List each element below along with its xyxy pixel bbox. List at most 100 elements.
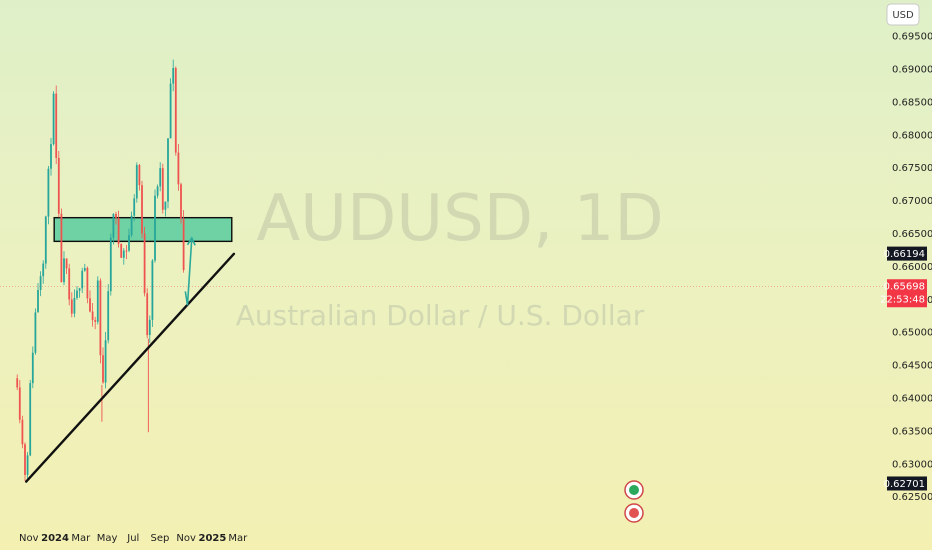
candle-body — [130, 215, 133, 236]
candle-body — [39, 276, 42, 290]
candle-body — [141, 185, 143, 234]
y-tick-label: 0.64000 — [892, 393, 932, 404]
price-axis[interactable]: 0.69500 0.69000 0.68500 0.68000 0.67500 0.670… — [892, 32, 932, 504]
x-tick-label: May — [97, 533, 118, 544]
candle-body — [73, 297, 76, 314]
y-tick-label: 0.69000 — [892, 64, 932, 75]
countdown-text: 22:53:48 — [880, 295, 925, 306]
candle-body — [99, 280, 102, 356]
candle-body — [37, 289, 39, 313]
projection-arrow[interactable] — [184, 238, 193, 306]
x-tick-label: Jul — [126, 533, 139, 544]
candle-body — [174, 67, 177, 153]
candle-body — [128, 235, 130, 251]
candle-body — [169, 83, 172, 139]
candle-body — [78, 288, 81, 291]
candle-body — [156, 186, 159, 196]
candle-body — [146, 293, 149, 336]
candle-body — [65, 258, 68, 269]
x-tick-label: Mar — [228, 533, 248, 544]
level-badge-upper-bg — [887, 246, 927, 261]
candle-body — [91, 311, 94, 321]
candle-body — [81, 270, 84, 289]
candle-body — [180, 184, 182, 219]
candle-body — [159, 168, 162, 187]
candle-body — [31, 352, 34, 384]
x-tick-label: Sep — [151, 533, 170, 544]
calendar-event-icon-dot — [629, 485, 639, 495]
x-tick-label: Mar — [71, 533, 91, 544]
candle-body — [21, 419, 24, 445]
candle-body — [138, 164, 141, 186]
symbol-watermark: AUDUSD, 1D — [256, 182, 663, 256]
y-tick-label: 0.66000 — [892, 262, 932, 273]
candles-group — [16, 59, 185, 481]
candle-body — [94, 320, 97, 322]
y-tick-label: 0.63000 — [892, 459, 932, 470]
y-tick-label: 0.62500 — [892, 492, 932, 503]
description-watermark: Australian Dollar / U.S. Dollar — [236, 299, 645, 332]
candle-body — [47, 168, 50, 217]
candle-body — [133, 198, 136, 216]
candle-body — [44, 216, 47, 264]
level-badge-lower-text: 0.62701 — [884, 479, 925, 490]
candle-body — [76, 290, 78, 298]
currency-box-bg — [886, 3, 920, 26]
candle-body — [125, 250, 128, 252]
x-tick-label: Nov — [19, 533, 39, 544]
support-trendline[interactable] — [25, 252, 236, 483]
candle-body — [182, 218, 185, 270]
candle-body — [122, 250, 125, 258]
y-tick-label: 0.64500 — [892, 361, 932, 372]
currency-box[interactable]: USD — [886, 3, 920, 26]
candle-body — [52, 93, 55, 145]
currency-label: USD — [892, 10, 914, 21]
level-badge-lower-bg — [887, 476, 927, 491]
x-tick-label: Nov — [176, 533, 196, 544]
candle-body — [154, 195, 156, 261]
y-tick-label: 0.68500 — [892, 97, 932, 108]
candle-body — [117, 218, 120, 244]
level-badge-lower: 0.62701 — [884, 476, 927, 491]
earnings-event-icon[interactable] — [624, 503, 644, 523]
candle-body — [151, 260, 154, 320]
y-tick-label: 0.63500 — [892, 426, 932, 437]
candle-body — [167, 138, 169, 202]
candle-body — [143, 233, 146, 294]
candle-body — [26, 455, 29, 475]
current-price-badge-bg — [887, 279, 927, 308]
candle-body — [50, 144, 52, 169]
candle-body — [29, 383, 32, 456]
candle-body — [60, 213, 63, 283]
candle-body — [109, 237, 112, 292]
level-badge-upper-text: 0.66194 — [884, 249, 925, 260]
candle-body — [104, 340, 107, 383]
candle-body — [63, 258, 65, 283]
current-price-text: 0.65698 — [884, 282, 925, 293]
candle-body — [42, 263, 45, 277]
x-tick-label: 2025 — [198, 533, 226, 544]
candle-body — [107, 291, 110, 341]
calendar-event-icon[interactable] — [624, 480, 644, 500]
candle-body — [34, 312, 37, 353]
candle-body — [16, 378, 19, 388]
candle-body — [120, 243, 123, 258]
x-tick-label: 2024 — [41, 533, 69, 544]
candle-body — [70, 299, 73, 314]
time-axis[interactable]: Nov 2024 Mar May Jul Sep Nov 2025 Mar — [19, 533, 248, 544]
candle-body — [55, 93, 58, 158]
candle-body — [115, 213, 117, 219]
candle-body — [96, 280, 99, 322]
candle-body — [148, 319, 151, 336]
candle-body — [172, 67, 175, 84]
y-tick-label: 0.68000 — [892, 130, 932, 141]
resistance-zone[interactable] — [53, 216, 233, 243]
candle-body — [68, 268, 71, 300]
candle-body — [161, 168, 164, 210]
candle-body — [18, 387, 21, 420]
candle-body — [177, 152, 180, 185]
y-tick-label: 0.65000 — [892, 328, 932, 339]
projection-arrowhead — [186, 236, 196, 246]
